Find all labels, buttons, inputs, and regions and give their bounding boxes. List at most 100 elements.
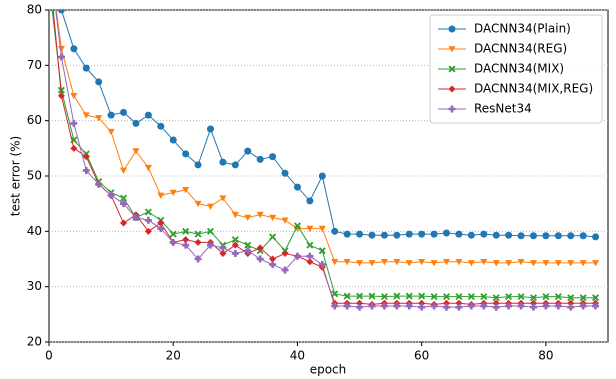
data-point [281,249,289,257]
data-point [269,233,277,241]
data-point [455,299,463,307]
data-point [356,230,364,238]
data-point [144,164,152,172]
data-point [343,230,351,238]
data-point [567,260,575,267]
data-point [368,260,376,267]
data-point [157,122,165,130]
data-point [194,161,202,169]
data-point [380,293,388,301]
data-point [132,119,140,127]
data-point [554,232,562,240]
data-point [132,148,140,155]
data-point [455,293,463,301]
data-point [517,293,525,301]
data-point [418,299,426,307]
data-point [182,236,190,244]
data-point [57,92,65,100]
data-point [430,230,438,238]
data-point [567,232,575,240]
data-point [356,303,364,311]
data-point [517,258,525,266]
data-point [157,225,165,233]
data-point [269,153,277,161]
data-point [505,260,513,267]
legend-marker [448,25,456,33]
y-tick-label: 30 [27,279,42,293]
data-point [542,232,550,240]
data-point [318,225,326,233]
data-point [194,255,202,263]
data-point [306,197,314,205]
x-tick-label: 80 [538,349,553,363]
data-point [356,292,364,300]
data-point [492,294,500,302]
data-point [82,64,90,72]
data-point [331,302,339,310]
data-point [182,241,190,249]
data-point [467,293,475,301]
data-point [592,302,600,310]
data-point [356,299,364,307]
data-point [393,302,401,310]
data-point [443,303,451,311]
x-tick-label: 60 [414,349,429,363]
data-point [182,227,190,235]
data-point [107,111,115,119]
data-point [517,232,525,240]
data-point [70,119,78,127]
data-point [579,294,587,302]
data-point [554,260,562,267]
data-point [194,200,202,208]
data-point [70,144,78,152]
data-point [107,128,115,136]
data-point [306,252,314,260]
data-point [281,266,289,274]
legend-label: DACNN34(MIX) [474,62,564,76]
data-point [467,231,475,239]
data-point [331,227,339,235]
legend-marker [448,85,456,93]
data-point [467,260,475,267]
data-point [405,260,413,267]
data-point [380,302,388,310]
data-point [368,302,376,310]
legend-label: DACNN34(REG) [474,42,567,56]
data-point [430,293,438,301]
data-point [169,230,177,238]
data-point [492,231,500,239]
data-point [529,294,537,302]
data-point [57,45,65,53]
data-point [380,231,388,239]
data-point [182,150,190,158]
data-point [368,231,376,239]
data-point [443,299,451,307]
data-point [132,214,140,221]
data-point [331,258,339,266]
data-point [231,161,239,169]
data-point [592,260,600,267]
y-axis-label: test error (%) [9,136,23,217]
data-point [343,302,351,310]
data-point [368,292,376,300]
data-point [293,183,301,191]
data-point [356,260,364,267]
data-point [95,78,103,86]
data-point [281,217,289,224]
data-point [293,252,301,260]
data-point [231,236,239,244]
data-point [231,249,239,257]
data-point [256,155,264,163]
data-point [57,53,65,61]
data-point [455,230,463,238]
data-point [318,172,326,180]
data-point [219,158,227,166]
data-point [505,231,513,239]
data-point [480,258,488,266]
x-tick-label: 0 [45,349,53,363]
data-point [82,112,90,119]
data-point [542,260,550,267]
data-point [57,86,65,94]
data-point [443,293,451,301]
data-point [418,303,426,311]
